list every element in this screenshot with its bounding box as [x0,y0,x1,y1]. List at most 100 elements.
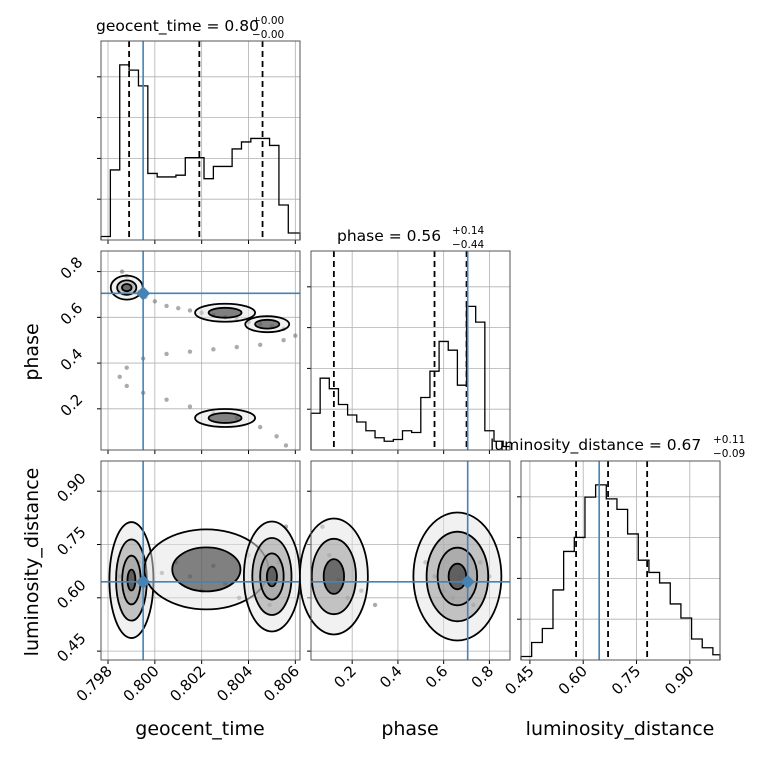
truth-marker [136,286,151,301]
sample-point [187,349,193,354]
sample-point [164,303,169,309]
contour-contour [425,530,490,623]
panel-frame [100,460,301,661]
sample-point [164,351,169,357]
panel-frame [100,250,301,451]
title-geocent-time-plus: +0.00 [252,15,284,27]
contour-contour [207,412,243,424]
contour-contour [310,537,357,616]
title-luminosity-distance: luminosity_distance = 0.67 [490,436,701,455]
y-tick-label: 0.4 [57,345,87,375]
sample-point [258,342,263,347]
contour-contour [259,552,285,601]
sample-point [274,434,279,439]
contour-fill [323,559,345,594]
panel-phase-vs-geocent-time [97,250,301,454]
contour-contour [244,315,291,334]
x-tick-label: 0.8 [468,662,498,692]
sample-point [293,333,298,338]
y-tick-label: 0.6 [57,299,87,329]
histogram-geocent-time [100,64,301,240]
sample-point [117,374,122,380]
truth-marker [460,574,475,589]
xlabel-phase: phase [381,718,438,740]
y-tick-label: 0.45 [53,629,89,665]
sample-point [176,305,181,311]
panel-frame [520,460,721,661]
xlabel-geocent-time: geocent_time [135,718,264,740]
title-luminosity-distance-minus: −0.09 [713,448,745,460]
title-phase-minus: −0.44 [452,239,484,251]
contour-fill [172,547,241,592]
y-tick-label: 0.75 [53,523,89,559]
panel-luminosity-distance-vs-geocent-time [97,460,301,664]
y-tick-label: 0.8 [57,253,87,283]
contour-contour [412,511,503,642]
contour-contour [254,318,281,330]
contour-contour [251,537,293,616]
x-tick-label: 0.6 [422,662,452,692]
sample-point [187,308,193,313]
sample-point [281,338,286,343]
contour-contour [121,283,133,293]
tick-labels: 0.798 0.800 0.802 0.804 0.806 0.2 0.4 0.6 0.8 0.4… [53,253,697,705]
title-geocent-time-minus: −0.00 [252,29,284,41]
panel-luminosity-distance-vs-phase [298,460,511,664]
panel-luminosity-distance-hist: luminosity_distance = 0.67 +0.11 −0.09 [490,434,745,664]
contour-contour [265,565,278,588]
x-tick-label: 0.75 [608,662,644,698]
x-tick-label: 0.802 [166,662,209,705]
contour-fill [255,319,280,329]
sample-point [124,383,129,389]
contour-contour [298,517,369,636]
contour-contour [116,279,138,296]
y-tick-label: 0.2 [57,390,87,420]
sample-point [283,443,289,448]
sample-point [164,397,169,402]
sample-point [152,299,158,304]
panel-frame [310,250,511,451]
x-tick-label: 0.4 [376,662,406,692]
sample-point [234,344,239,350]
x-tick-label: 0.90 [661,662,697,698]
ylabel-luminosity-distance: luminosity_distance [21,468,43,657]
contour-contour [194,302,256,323]
histogram-phase [310,305,511,450]
x-tick-label: 0.798 [73,662,116,705]
sample-point [372,602,378,608]
contour-contour [436,546,479,607]
contour-contour [126,568,137,592]
x-tick-label: 0.45 [501,662,537,698]
panel-frame [100,40,301,241]
title-geocent-time: geocent_time = 0.80 [96,17,259,36]
contour-fill [121,283,132,292]
sample-point [258,424,263,430]
x-tick-label: 0.806 [260,662,303,705]
contour-contour [322,558,345,595]
contour-contour [194,408,256,428]
title-phase-plus: +0.14 [452,225,484,237]
contour-fill [127,569,136,591]
panel-geocent-time-hist: geocent_time = 0.80 +0.00 −0.00 [96,15,301,244]
panel-frame [310,460,511,661]
x-tick-label: 0.800 [120,662,163,705]
title-luminosity-distance-plus: +0.11 [713,434,745,446]
contour-contour [207,306,243,319]
truth-marker [136,574,151,589]
contour-fill [208,413,242,423]
sample-point [124,365,129,370]
contour-fill [208,307,242,318]
x-tick-label: 0.804 [213,662,256,705]
histogram-luminosity-distance [520,484,721,660]
ylabel-phase: phase [21,323,43,380]
x-tick-label: 0.60 [555,662,591,698]
sample-point [119,269,125,274]
panel-phase-hist: phase = 0.56 +0.14 −0.44 [307,225,511,454]
y-tick-label: 0.60 [53,576,89,612]
y-tick-label: 0.90 [53,469,89,505]
x-tick-label: 0.2 [330,662,360,692]
xlabel-luminosity-distance: luminosity_distance [526,718,715,740]
contour-contour [171,546,242,593]
sample-point [187,404,193,409]
